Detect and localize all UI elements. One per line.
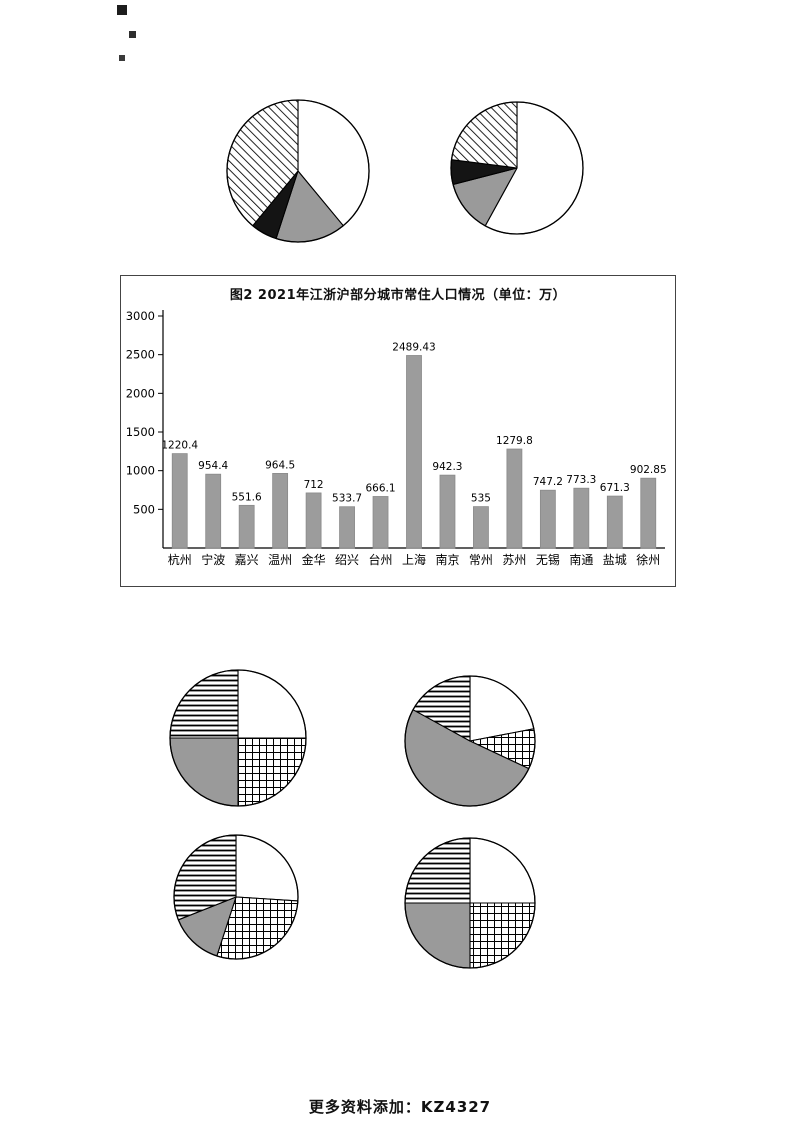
pie-chart-top-right: [449, 100, 585, 236]
svg-text:上海: 上海: [402, 552, 426, 567]
svg-text:954.4: 954.4: [198, 460, 228, 472]
svg-text:徐州: 徐州: [636, 552, 660, 567]
svg-text:杭州: 杭州: [168, 552, 192, 567]
svg-text:嘉兴: 嘉兴: [235, 553, 259, 567]
scan-artifact: [129, 31, 136, 38]
svg-text:666.1: 666.1: [366, 482, 396, 494]
svg-text:1220.4: 1220.4: [161, 440, 198, 452]
svg-text:苏州: 苏州: [502, 553, 526, 567]
scan-artifact: [119, 55, 125, 61]
pie-chart-option-d: [403, 836, 537, 970]
svg-text:2489.43: 2489.43: [392, 341, 435, 353]
svg-text:551.6: 551.6: [232, 491, 262, 503]
svg-text:温州: 温州: [268, 553, 292, 567]
svg-text:1279.8: 1279.8: [496, 435, 533, 447]
svg-text:金华: 金华: [302, 552, 326, 567]
svg-text:2000: 2000: [126, 386, 155, 400]
svg-text:964.5: 964.5: [265, 459, 295, 471]
pie-chart-option-a: [168, 668, 308, 808]
svg-text:绍兴: 绍兴: [335, 553, 359, 567]
svg-text:902.85: 902.85: [630, 464, 667, 476]
svg-text:3000: 3000: [126, 309, 155, 323]
svg-text:南通: 南通: [569, 552, 593, 567]
svg-text:671.3: 671.3: [600, 482, 630, 494]
svg-text:盐城: 盐城: [603, 553, 627, 567]
svg-text:712: 712: [304, 479, 324, 491]
bar-chart-population: 500 1000 1500 2000 2500 3000 1220.4 杭州 954.4 宁波 55…: [121, 302, 675, 586]
pie-chart-option-c: [172, 833, 300, 961]
svg-text:常州: 常州: [469, 553, 493, 567]
pie-chart-option-b: [403, 674, 537, 808]
svg-text:747.2: 747.2: [533, 476, 563, 488]
bar-chart-title: 图2 2021年江浙沪部分城市常住人口情况（单位：万）: [229, 288, 567, 303]
svg-text:无锡: 无锡: [536, 552, 560, 567]
svg-text:南京: 南京: [435, 552, 459, 567]
scan-artifact: [117, 5, 127, 15]
footer-text: 更多资料添加：KZ4327: [308, 1098, 492, 1116]
bar-chart-frame: 图2 2021年江浙沪部分城市常住人口情况（单位：万） 500 1000 1500 2…: [120, 275, 676, 587]
svg-text:942.3: 942.3: [432, 461, 462, 473]
svg-text:2500: 2500: [126, 348, 155, 362]
svg-text:1500: 1500: [126, 425, 155, 439]
svg-text:533.7: 533.7: [332, 493, 362, 505]
svg-text:台州: 台州: [369, 552, 393, 567]
svg-text:1000: 1000: [126, 464, 155, 478]
svg-text:500: 500: [133, 502, 155, 516]
svg-text:宁波: 宁波: [201, 552, 225, 567]
pie-chart-top-left: [225, 98, 371, 244]
svg-text:535: 535: [471, 493, 491, 505]
svg-text:773.3: 773.3: [566, 474, 596, 486]
